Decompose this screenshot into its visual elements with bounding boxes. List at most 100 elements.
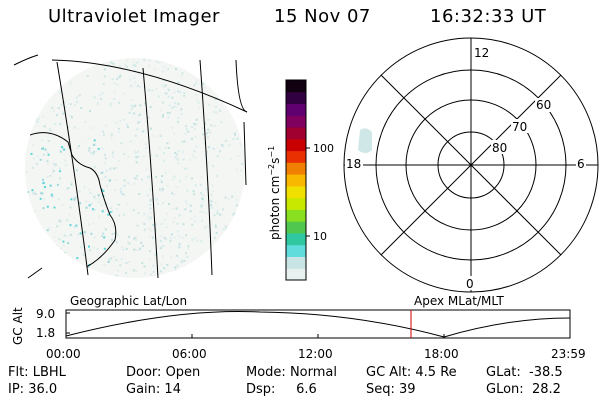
emission-pixel [96, 103, 99, 106]
emission-pixel [158, 188, 161, 191]
emission-pixel [49, 128, 51, 131]
emission-pixel [135, 239, 138, 242]
emission-pixel [171, 96, 174, 99]
emission-pixel [164, 171, 167, 174]
emission-pixel [171, 106, 174, 109]
emission-pixel [187, 130, 190, 133]
emission-pixel [176, 264, 179, 267]
emission-pixel [166, 185, 169, 187]
emission-pixel [243, 74, 245, 77]
emission-pixel [69, 83, 72, 86]
emission-pixel [157, 95, 160, 98]
emission-pixel [147, 215, 150, 218]
emission-pixel [117, 127, 120, 130]
emission-pixel [135, 62, 138, 65]
emission-pixel [147, 218, 150, 221]
geographic-label: Geographic Lat/Lon [70, 294, 187, 308]
emission-pixel [172, 208, 175, 210]
emission-pixel [127, 235, 130, 238]
emission-pixel [240, 77, 243, 80]
emission-pixel [125, 262, 128, 264]
emission-pixel [182, 223, 185, 226]
emission-pixel [148, 59, 151, 62]
emission-pixel [104, 157, 107, 160]
emission-pixel [159, 235, 162, 238]
emission-pixel [233, 80, 236, 83]
emission-pixel [194, 220, 196, 223]
emission-pixel [35, 163, 38, 165]
emission-pixel [210, 206, 213, 209]
emission-pixel [73, 198, 76, 201]
emission-pixel [219, 253, 222, 256]
emission-pixel [149, 211, 152, 214]
emission-pixel [62, 112, 65, 115]
emission-pixel [38, 255, 41, 258]
emission-pixel [200, 205, 203, 208]
emission-pixel [92, 143, 95, 146]
emission-pixel [203, 62, 206, 65]
emission-pixel [210, 275, 213, 278]
emission-pixel [174, 266, 177, 269]
emission-pixel [161, 84, 164, 87]
emission-pixel [191, 223, 194, 226]
emission-pixel [34, 242, 36, 245]
emission-pixel [195, 82, 198, 85]
emission-pixel [110, 102, 113, 105]
emission-pixel [164, 218, 167, 221]
emission-pixel [163, 92, 166, 95]
emission-pixel [78, 190, 81, 193]
emission-pixel [155, 60, 158, 63]
emission-pixel [112, 225, 115, 228]
emission-pixel [212, 165, 214, 168]
emission-pixel [134, 236, 137, 239]
emission-pixel [141, 262, 144, 265]
emission-pixel [85, 200, 87, 203]
emission-pixel [159, 247, 162, 250]
emission-pixel [207, 131, 210, 134]
emission-pixel [31, 89, 34, 92]
emission-pixel [43, 125, 46, 128]
emission-pixel [222, 66, 225, 69]
emission-pixel [68, 213, 71, 216]
emission-pixel [88, 149, 91, 152]
coastline [243, 121, 247, 186]
emission-pixel [94, 97, 96, 99]
emission-pixel [152, 135, 155, 138]
emission-pixel [101, 210, 104, 213]
emission-pixel [98, 197, 101, 200]
colorbar-segment [286, 127, 306, 140]
emission-pixel [36, 155, 39, 158]
emission-pixel [193, 215, 196, 218]
emission-pixel [100, 171, 103, 174]
emission-pixel [185, 234, 188, 237]
colorbar-segment [286, 162, 306, 175]
emission-pixel [211, 190, 214, 192]
emission-pixel [102, 133, 105, 136]
emission-pixel [216, 155, 219, 158]
emission-pixel [117, 203, 120, 206]
emission-pixel [181, 72, 184, 75]
emission-pixel [76, 101, 78, 103]
emission-pixel [206, 259, 208, 262]
emission-pixel [110, 105, 113, 108]
emission-pixel [220, 121, 223, 123]
emission-pixel [195, 98, 198, 101]
emission-pixel [168, 203, 170, 206]
emission-pixel [59, 150, 62, 153]
emission-pixel [159, 270, 162, 273]
emission-pixel [119, 264, 122, 267]
emission-pixel [238, 77, 241, 80]
emission-pixel [225, 70, 227, 73]
emission-pixel [183, 92, 186, 94]
emission-pixel [227, 198, 230, 201]
emission-pixel [204, 69, 207, 71]
time-tick: 23:59 [551, 347, 586, 361]
emission-pixel [155, 154, 158, 157]
emission-pixel [115, 208, 118, 211]
emission-pixel [244, 216, 245, 218]
emission-pixel [88, 188, 91, 191]
mlt-label-18: 18 [346, 157, 361, 171]
emission-pixel [63, 159, 66, 162]
emission-pixel [202, 74, 205, 77]
emission-pixel [90, 202, 93, 205]
